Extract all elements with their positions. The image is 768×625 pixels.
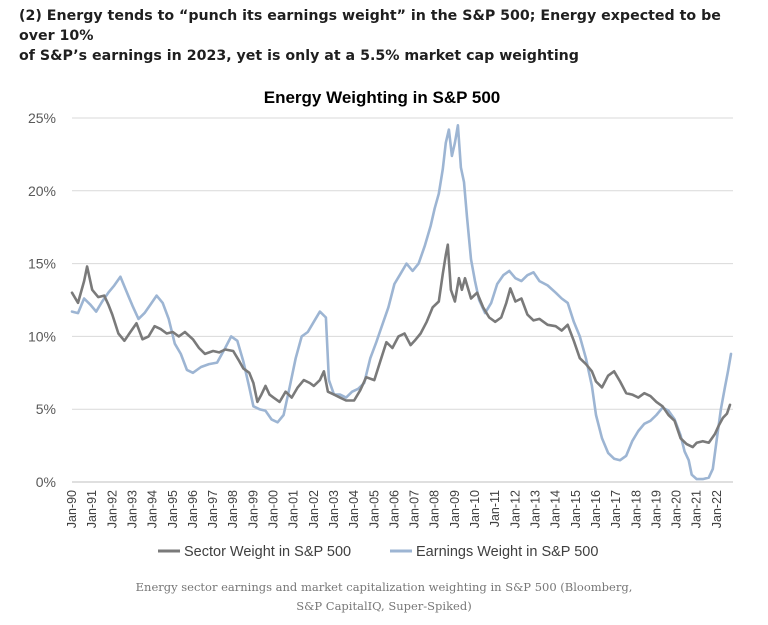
x-tick-label: Jan-05 xyxy=(367,490,381,528)
x-tick-label: Jan-10 xyxy=(468,490,482,528)
y-tick-label: 0% xyxy=(36,474,56,490)
x-tick-label: Jan-01 xyxy=(287,490,301,528)
series-line-sector-weight-in-s-p-500 xyxy=(70,243,732,449)
y-tick-label: 5% xyxy=(36,401,56,417)
x-tick-label: Jan-99 xyxy=(246,490,260,528)
legend: Sector Weight in S&P 500 Earnings Weight … xyxy=(158,544,598,560)
headline: (2) Energy tends to “punch its earnings … xyxy=(19,6,759,66)
legend-label: Sector Weight in S&P 500 xyxy=(184,544,351,560)
y-tick-label: 25% xyxy=(28,110,56,126)
headline-line-1: (2) Energy tends to “punch its earnings … xyxy=(19,8,721,44)
caption-line-2: S&P CapitalIQ, Super-Spiked) xyxy=(296,599,472,613)
x-tick-label: Jan-06 xyxy=(387,490,401,528)
x-tick-label: Jan-98 xyxy=(226,490,240,528)
x-tick-label: Jan-03 xyxy=(327,490,341,528)
caption-line-1: Energy sector earnings and market capita… xyxy=(135,580,633,594)
x-tick-label: Jan-12 xyxy=(508,490,522,528)
y-tick-label: 15% xyxy=(28,256,56,272)
x-tick-label: Jan-08 xyxy=(428,490,442,528)
x-tick-label: Jan-94 xyxy=(146,490,160,528)
x-tick-label: Jan-13 xyxy=(529,490,543,528)
y-tick-label: 10% xyxy=(28,328,56,344)
headline-line-2: of S&P’s earnings in 2023, yet is only a… xyxy=(19,48,579,64)
x-tick-label: Jan-11 xyxy=(488,490,502,527)
x-tick-label: Jan-07 xyxy=(408,490,422,528)
x-tick-label: Jan-04 xyxy=(347,490,361,528)
x-tick-label: Jan-14 xyxy=(549,490,563,528)
x-tick-label: Jan-02 xyxy=(307,490,321,528)
series-line-earnings-weight-in-s-p-500 xyxy=(70,124,733,481)
x-tick-label: Jan-91 xyxy=(85,490,99,528)
x-tick-label: Jan-16 xyxy=(589,490,603,528)
x-tick-label: Jan-09 xyxy=(448,490,462,528)
x-tick-label: Jan-15 xyxy=(569,490,583,528)
y-tick-label: 20% xyxy=(28,183,56,199)
y-axis-ticks: 0% 5% 10% 15% 20% 25% xyxy=(28,110,56,490)
x-tick-label: Jan-18 xyxy=(629,490,643,528)
x-tick-label: Jan-21 xyxy=(690,490,704,528)
energy-weighting-chart: Energy Weighting in S&P 500 0% 5% 10% 15% 20… xyxy=(28,88,733,560)
series-lines xyxy=(70,124,733,481)
x-axis-ticks: Jan-90 Jan-91 Jan-92 Jan-93 Jan-94 Jan-95 Jan-… xyxy=(65,490,724,528)
gridlines xyxy=(72,117,733,483)
x-tick-label: Jan-22 xyxy=(710,490,724,528)
x-tick-label: Jan-93 xyxy=(125,490,139,528)
x-tick-label: Jan-92 xyxy=(105,490,119,528)
figure-caption: Energy sector earnings and market capita… xyxy=(0,578,768,616)
x-tick-label: Jan-96 xyxy=(186,490,200,528)
x-tick-label: Jan-90 xyxy=(65,490,79,528)
x-tick-label: Jan-00 xyxy=(267,490,281,528)
x-tick-label: Jan-97 xyxy=(206,490,220,528)
x-tick-label: Jan-19 xyxy=(649,490,663,528)
chart-title: Energy Weighting in S&P 500 xyxy=(264,88,500,107)
x-tick-label: Jan-17 xyxy=(609,490,623,528)
x-tick-label: Jan-20 xyxy=(670,490,684,528)
legend-label: Earnings Weight in S&P 500 xyxy=(416,544,598,560)
x-tick-label: Jan-95 xyxy=(166,490,180,528)
